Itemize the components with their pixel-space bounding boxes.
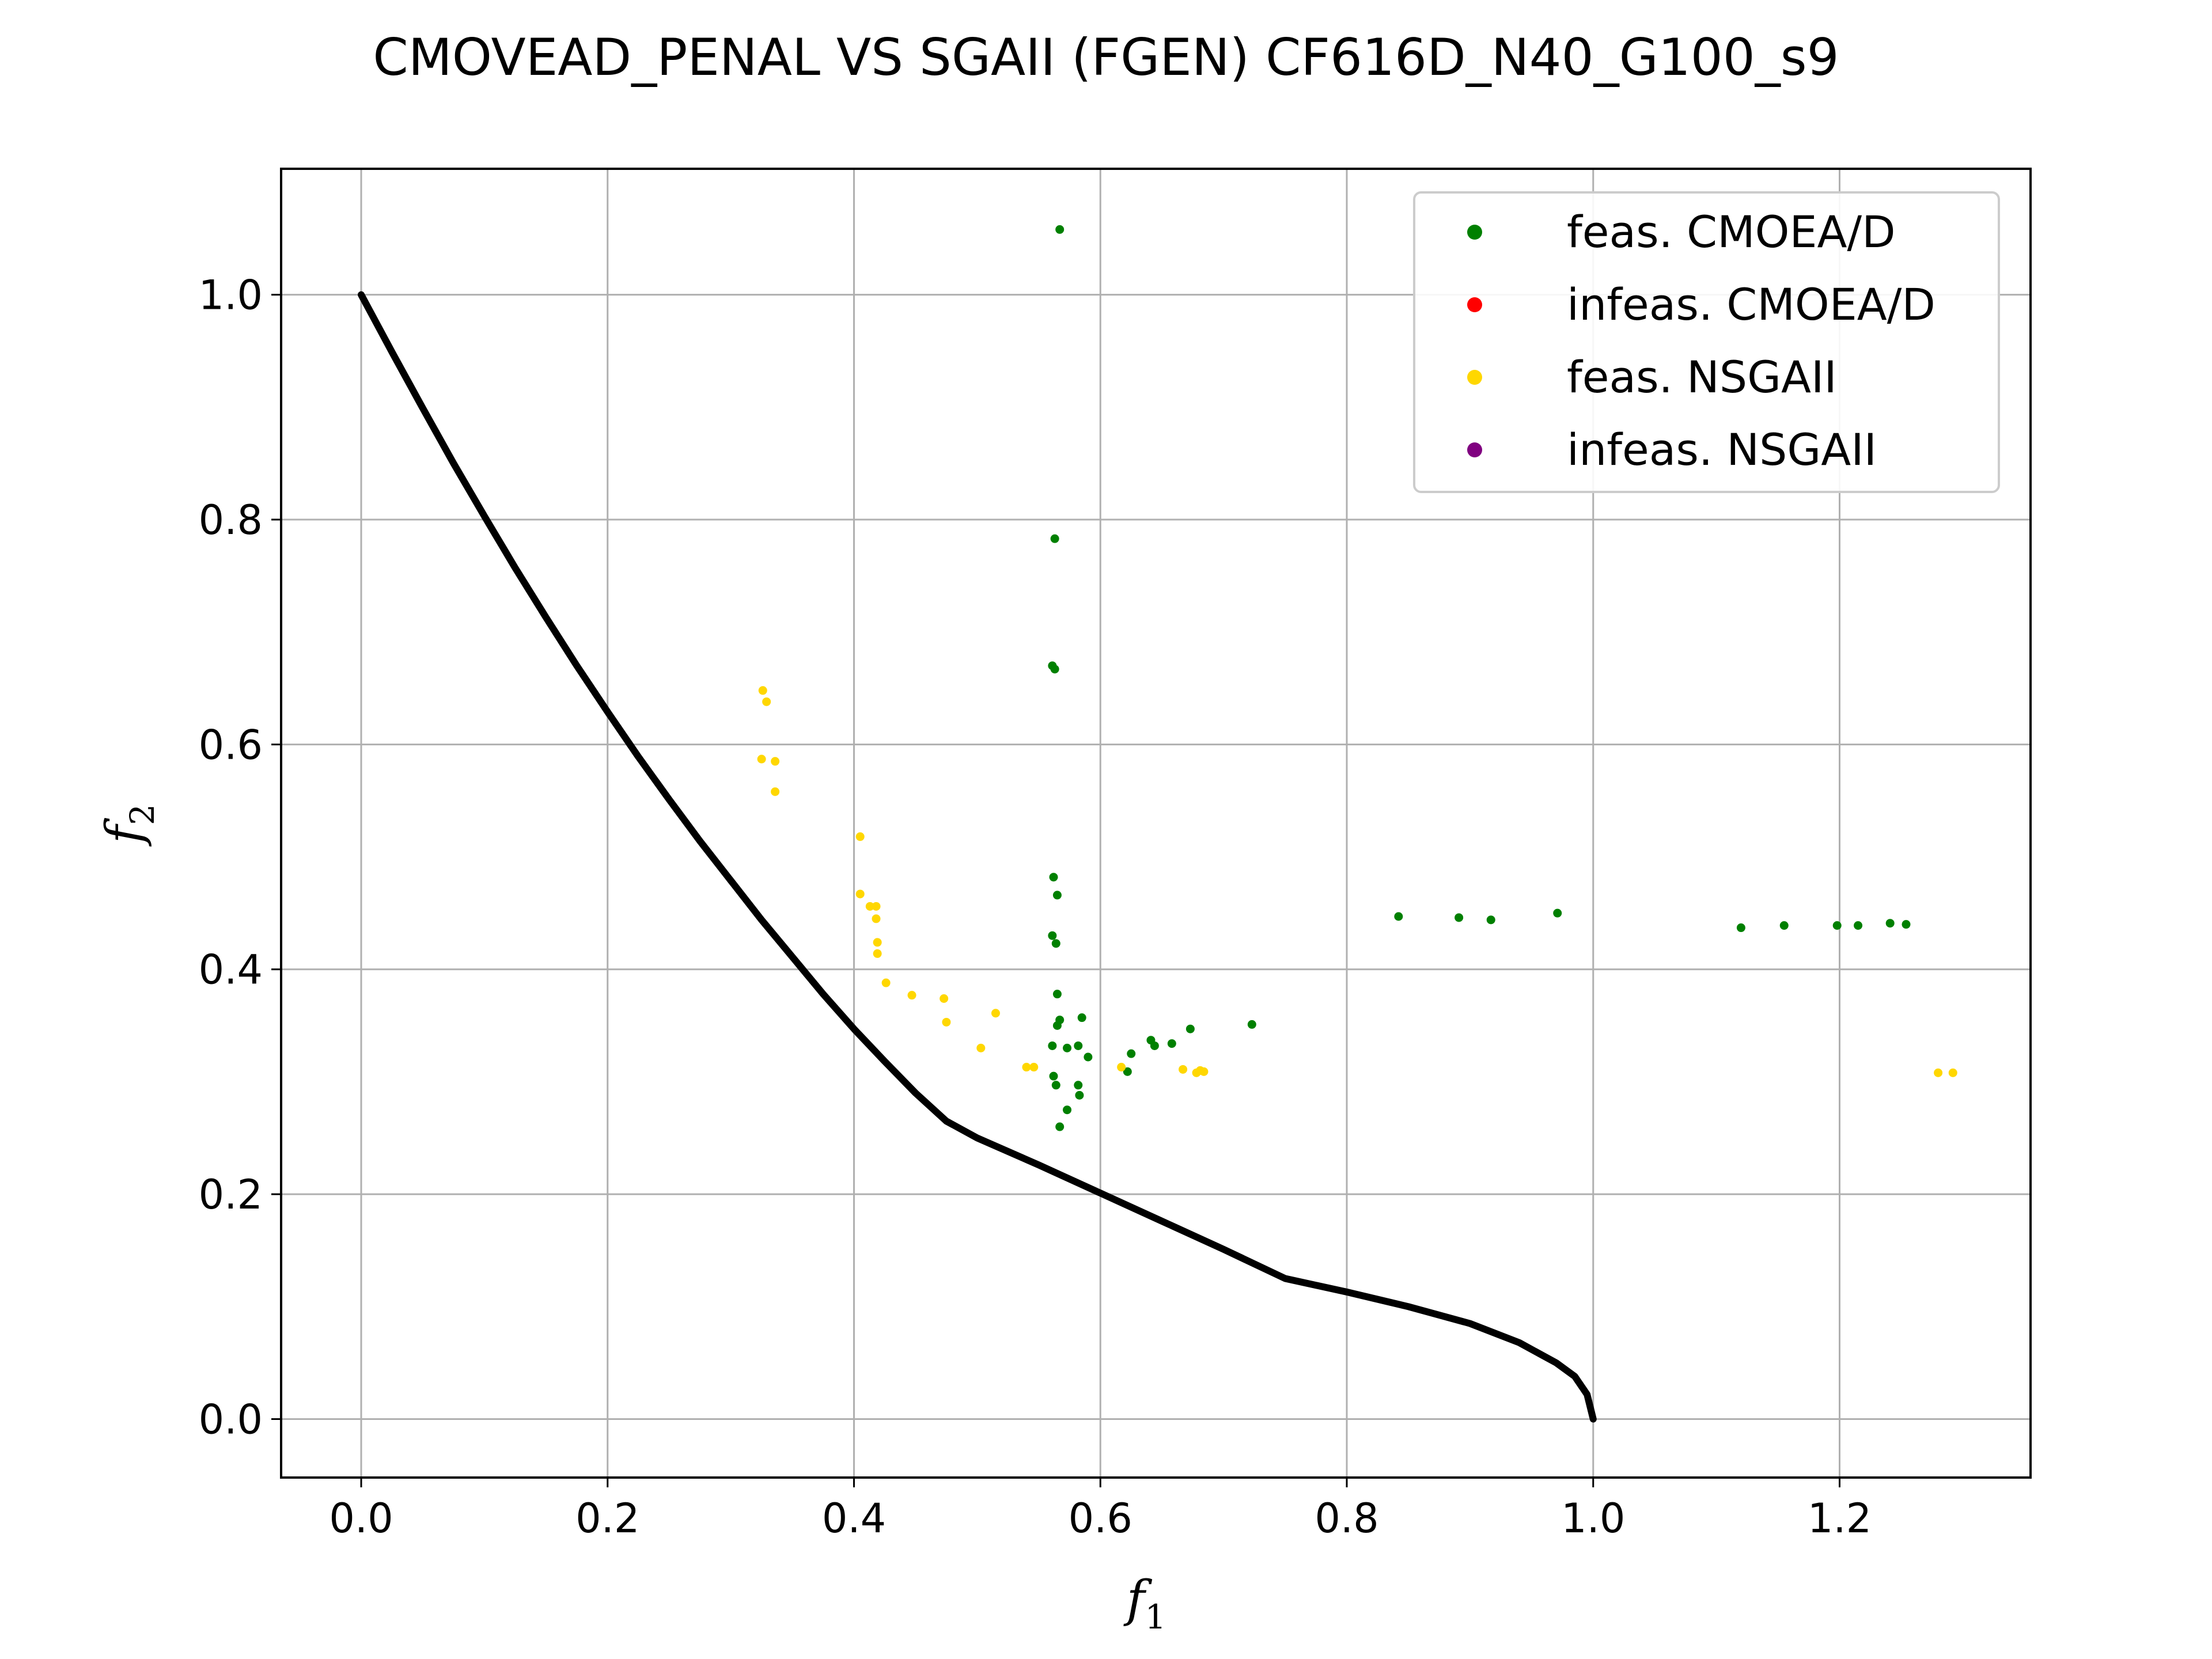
data-point — [1247, 1020, 1256, 1029]
data-point — [1063, 1105, 1072, 1115]
series-group — [757, 686, 1957, 1077]
data-point — [771, 757, 780, 766]
data-point — [991, 1009, 1000, 1018]
y-axis-label: f2 — [96, 804, 162, 847]
data-point — [1127, 1049, 1136, 1058]
data-point — [1051, 1081, 1060, 1090]
x-tick-label: 0.6 — [1069, 1495, 1132, 1542]
data-point — [757, 755, 766, 764]
legend-label: infeas. CMOEA/D — [1567, 279, 1936, 330]
legend-label: infeas. NSGAII — [1567, 424, 1877, 475]
data-point — [1074, 1081, 1083, 1090]
data-point — [855, 889, 865, 899]
data-point — [855, 832, 865, 841]
data-point — [940, 994, 949, 1003]
data-point — [1885, 919, 1895, 928]
x-tick-label: 1.0 — [1561, 1495, 1625, 1542]
pareto-front — [358, 291, 1597, 1423]
pareto-front-curve — [358, 291, 1597, 1423]
data-point — [1048, 1041, 1057, 1050]
data-point — [1123, 1067, 1132, 1076]
data-point — [1486, 915, 1495, 925]
data-point — [873, 949, 882, 958]
data-point — [1948, 1068, 1957, 1077]
data-point — [1854, 921, 1863, 930]
data-point — [758, 686, 767, 695]
data-point — [865, 902, 874, 911]
data-point — [762, 697, 771, 706]
series-group — [1048, 225, 1911, 1131]
data-point — [1084, 1052, 1093, 1062]
data-point — [1048, 931, 1057, 940]
data-point — [1199, 1067, 1209, 1076]
data-point — [1553, 908, 1562, 918]
data-point — [1052, 990, 1062, 999]
data-point — [1779, 921, 1789, 930]
scatter-points — [757, 225, 1957, 1131]
data-point — [907, 991, 916, 1000]
x-axis-ticks: 0.0 0.2 0.4 0.6 0.8 1.0 1.2 — [329, 1478, 1872, 1542]
legend-marker — [1467, 225, 1482, 240]
data-point — [881, 978, 891, 987]
legend-label: feas. CMOEA/D — [1567, 206, 1896, 257]
y-tick-label: 0.2 — [199, 1171, 263, 1218]
legend: feas. CMOEA/D infeas. CMOEA/D feas. NSGAII… — [1413, 191, 2000, 493]
data-point — [976, 1043, 986, 1052]
data-point — [872, 914, 881, 923]
data-point — [771, 787, 780, 796]
data-point — [1063, 1043, 1072, 1052]
x-axis-label: f1 — [1123, 1570, 1166, 1637]
y-tick-label: 0.8 — [199, 497, 263, 544]
data-point — [1902, 920, 1911, 929]
data-point — [1455, 913, 1464, 922]
data-point — [1029, 1063, 1039, 1072]
legend-marker — [1467, 370, 1482, 385]
data-point — [1150, 1041, 1159, 1050]
x-tick-label: 0.2 — [575, 1495, 639, 1542]
data-point — [1736, 923, 1745, 933]
x-tick-label: 0.0 — [329, 1495, 393, 1542]
data-point — [1394, 912, 1403, 921]
data-point — [1050, 534, 1059, 543]
legend-marker — [1467, 297, 1482, 312]
y-tick-label: 0.4 — [199, 946, 263, 994]
data-point — [1832, 921, 1842, 930]
legend-label: feas. NSGAII — [1567, 351, 1837, 403]
data-point — [872, 902, 881, 911]
chart-title: CMOVEAD_PENAL VS SGAII (FGEN) CF616D_N40… — [373, 28, 1839, 87]
legend-marker — [1467, 442, 1482, 457]
data-point — [1167, 1039, 1176, 1048]
x-tick-label: 1.2 — [1808, 1495, 1872, 1542]
data-point — [1052, 1021, 1062, 1030]
data-point — [1179, 1065, 1188, 1074]
data-point — [1022, 1063, 1031, 1072]
x-axis-label-subscript: 1 — [1145, 1597, 1166, 1637]
data-point — [1055, 1122, 1065, 1131]
data-point — [1049, 1071, 1058, 1081]
y-axis-ticks: 0.0 0.2 0.4 0.6 0.8 1.0 — [199, 272, 281, 1444]
data-point — [1075, 1090, 1084, 1100]
y-tick-label: 0.6 — [199, 721, 263, 768]
data-point — [873, 938, 882, 947]
data-point — [1055, 225, 1065, 234]
data-point — [1074, 1041, 1083, 1050]
data-point — [1050, 665, 1059, 674]
data-point — [1077, 1013, 1086, 1022]
data-point — [942, 1017, 951, 1027]
data-point — [1185, 1024, 1195, 1033]
data-point — [1934, 1068, 1943, 1077]
data-point — [1052, 891, 1062, 900]
data-point — [1049, 873, 1058, 882]
x-tick-label: 0.8 — [1315, 1495, 1378, 1542]
y-tick-label: 1.0 — [199, 272, 263, 319]
plot-area-frame — [280, 168, 2032, 1479]
y-tick-label: 0.0 — [199, 1396, 263, 1444]
data-point — [1051, 939, 1060, 948]
x-tick-label: 0.4 — [822, 1495, 886, 1542]
legend-box — [1413, 191, 2000, 493]
y-axis-label-subscript: 2 — [123, 804, 162, 825]
data-point — [1117, 1063, 1126, 1072]
